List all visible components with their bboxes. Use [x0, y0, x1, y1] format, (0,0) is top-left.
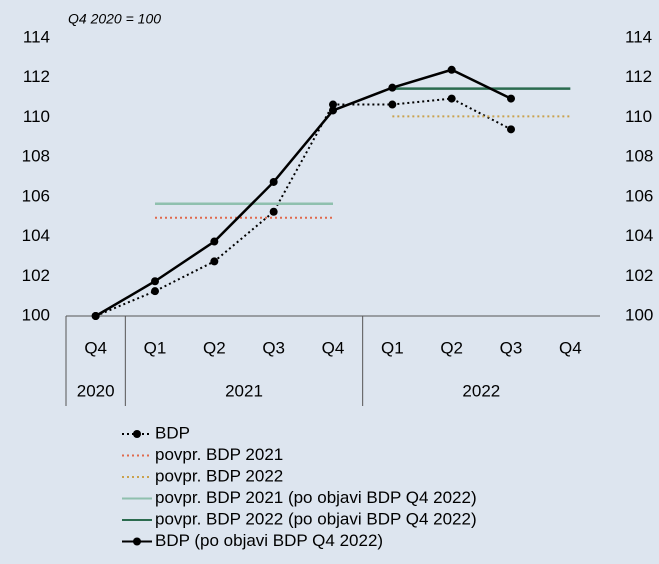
legend-label: povpr. BDP 2021 (po objavi BDP Q4 2022): [155, 488, 477, 507]
legend-label: BDP (po objavi BDP Q4 2022): [155, 531, 383, 550]
series-line: [95, 68, 512, 318]
legend-marker: [133, 537, 141, 546]
legend-label: povpr. BDP 2022 (po objavi BDP Q4 2022): [155, 509, 477, 528]
y-tick-label: 114: [23, 27, 50, 46]
series-marker: [269, 177, 278, 186]
x-tick-label: Q3: [262, 338, 285, 357]
legend-label: povpr. BDP 2022: [155, 466, 283, 485]
group-label: 2021: [225, 381, 263, 400]
series-marker: [329, 100, 337, 109]
x-tick-label: Q2: [440, 338, 463, 357]
series-line: [95, 97, 512, 317]
series-marker: [447, 65, 456, 74]
y2-tick-label: 108: [625, 147, 653, 166]
series-marker: [210, 237, 219, 246]
y2-tick-label: 114: [625, 27, 652, 46]
y2-tick-label: 102: [625, 266, 653, 285]
group-label: 2022: [462, 381, 500, 400]
annotation: Q4 2020 = 100: [68, 11, 161, 27]
y2-tick-label: 112: [625, 67, 652, 86]
y-tick-label: 110: [23, 107, 50, 126]
series-marker: [507, 94, 515, 103]
series-marker: [447, 94, 456, 103]
x-tick-label: Q3: [500, 338, 523, 357]
x-tick-label: Q4: [322, 338, 345, 357]
y-tick-label: 106: [22, 186, 50, 205]
series-marker: [151, 287, 159, 296]
x-tick-label: Q1: [144, 338, 167, 357]
y-tick-label: 100: [22, 305, 50, 324]
x-tick-label: Q2: [203, 338, 226, 357]
y-tick-label: 108: [22, 147, 50, 166]
x-tick-label: Q4: [84, 338, 107, 357]
group-label: 2020: [77, 381, 115, 400]
legend-label: BDP: [155, 423, 190, 442]
y-tick-label: 102: [22, 266, 50, 285]
y2-tick-label: 104: [625, 226, 653, 245]
legend-marker: [133, 430, 141, 438]
series-marker: [329, 106, 337, 115]
y2-tick-label: 100: [625, 305, 653, 324]
x-tick-label: Q4: [559, 338, 582, 357]
series-marker: [388, 100, 397, 109]
x-tick-label: Q1: [381, 338, 404, 357]
series-marker: [388, 83, 397, 92]
legend-label: povpr. BDP 2021: [155, 445, 283, 464]
series-marker: [269, 207, 278, 216]
y2-tick-label: 106: [625, 186, 653, 205]
y-tick-label: 104: [22, 226, 50, 245]
series-marker: [91, 312, 100, 320]
series-marker: [151, 277, 159, 286]
y-tick-label: 112: [23, 67, 50, 86]
series-marker: [210, 257, 219, 266]
y2-tick-label: 110: [625, 107, 652, 126]
series-marker: [507, 125, 515, 134]
